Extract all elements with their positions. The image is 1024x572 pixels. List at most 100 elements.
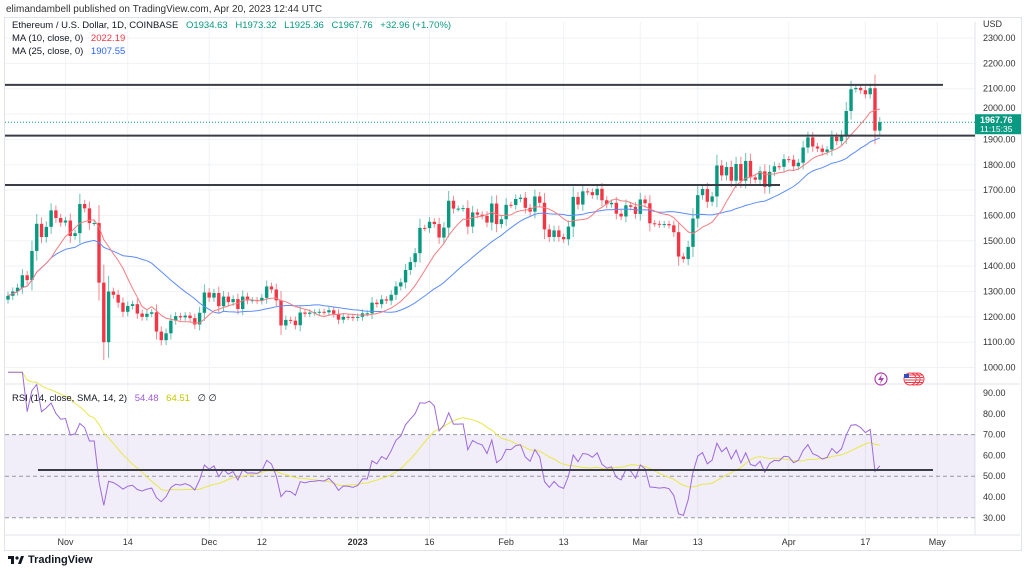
candle-body <box>221 296 226 307</box>
candle-body <box>672 225 676 233</box>
candle <box>552 225 556 242</box>
candle-body <box>317 311 322 313</box>
candle-body <box>743 160 748 181</box>
tradingview-logo[interactable]: TradingView <box>8 554 93 566</box>
candle-body <box>274 289 278 301</box>
candle-body <box>557 230 561 237</box>
candle-body <box>231 299 235 303</box>
candle <box>130 300 135 310</box>
candle-body <box>427 221 432 229</box>
candle <box>724 161 729 181</box>
rsi-sma-value: 64.51 <box>166 393 190 404</box>
candle <box>245 292 250 305</box>
time-tick-label: 12 <box>257 537 267 547</box>
candle <box>202 284 207 321</box>
candle <box>126 301 130 317</box>
candle <box>97 205 101 301</box>
candle-body <box>605 200 609 205</box>
candle <box>547 224 551 242</box>
candle-body <box>844 111 848 135</box>
candle-body <box>566 226 571 240</box>
candle-body <box>858 87 863 91</box>
candle-body <box>710 196 714 202</box>
rsi-tick-label: 50.00 <box>983 471 1006 481</box>
candle <box>264 280 269 304</box>
candle <box>332 306 336 318</box>
candle <box>30 240 34 291</box>
candle-body <box>873 88 877 131</box>
candle <box>370 296 374 320</box>
candle-body <box>68 220 72 236</box>
candle-body <box>748 160 753 178</box>
candle <box>715 154 719 208</box>
candle-body <box>657 223 662 225</box>
ma25-legend[interactable]: MA (25, close, 0) 1907.55 <box>12 46 130 57</box>
candle-body <box>39 223 44 237</box>
candle-body <box>173 316 178 321</box>
candle <box>413 247 417 268</box>
candle-body <box>446 200 451 228</box>
candle <box>269 282 274 294</box>
candle-body <box>370 302 374 314</box>
candle <box>873 74 877 145</box>
candle-body <box>609 202 614 205</box>
candle <box>173 311 178 325</box>
candle <box>403 263 408 289</box>
price-tick-label: 1100.00 <box>983 337 1015 347</box>
rsi-legend[interactable]: RSI (14, close, SMA, 14, 2) 54.48 64.51 … <box>12 393 222 404</box>
candle-body <box>638 199 642 214</box>
symbol-title[interactable]: Ethereum / U.S. Dollar, 1D, COINBASE <box>12 20 179 31</box>
candle-body <box>839 134 844 142</box>
candle-body <box>595 188 599 196</box>
price-tick-label: 1700.00 <box>983 185 1016 195</box>
candle <box>499 215 504 229</box>
lightning-icon[interactable] <box>874 372 888 386</box>
candle-body <box>787 159 791 161</box>
candle-body <box>303 312 307 314</box>
candle-body <box>466 208 470 227</box>
candle-body <box>629 205 633 207</box>
candle <box>317 308 322 316</box>
candle <box>868 83 872 99</box>
candle-body <box>437 224 441 238</box>
candle <box>581 185 585 211</box>
candle-body <box>413 253 417 263</box>
candle-body <box>834 136 839 142</box>
candle <box>169 314 173 340</box>
candle-body <box>63 220 68 223</box>
close-value: C1967.76 <box>331 20 373 31</box>
publisher-line: elimandambell published on TradingView.c… <box>6 4 323 15</box>
candle <box>686 240 690 266</box>
candle-body <box>753 177 757 180</box>
candle-body <box>676 232 681 257</box>
candle-body <box>217 293 221 307</box>
rsi-line <box>8 371 881 517</box>
candle-body <box>662 224 666 226</box>
candle <box>20 269 25 294</box>
candle <box>375 299 379 308</box>
candle-body <box>796 162 801 167</box>
candle <box>341 313 345 324</box>
candle-body <box>97 223 101 283</box>
candle-body <box>571 196 575 227</box>
candle-body <box>308 312 312 314</box>
candle <box>676 223 681 266</box>
ma10-legend[interactable]: MA (10, close, 0) 2022.19 <box>12 33 130 44</box>
candle <box>533 189 537 219</box>
candle-body <box>260 297 264 301</box>
candle-body <box>581 191 585 205</box>
us-flag-icon[interactable] <box>903 372 925 386</box>
candle <box>92 220 96 227</box>
candle-body <box>298 312 302 326</box>
candle <box>863 86 868 99</box>
candle-body <box>461 208 465 210</box>
price-tick-label: 1200.00 <box>983 312 1016 322</box>
candle <box>293 316 298 330</box>
candle-body <box>78 204 82 234</box>
candle-body <box>212 293 216 298</box>
candle <box>15 283 20 296</box>
candle-body <box>509 204 513 206</box>
candle <box>39 217 44 244</box>
candle-body <box>561 236 566 240</box>
